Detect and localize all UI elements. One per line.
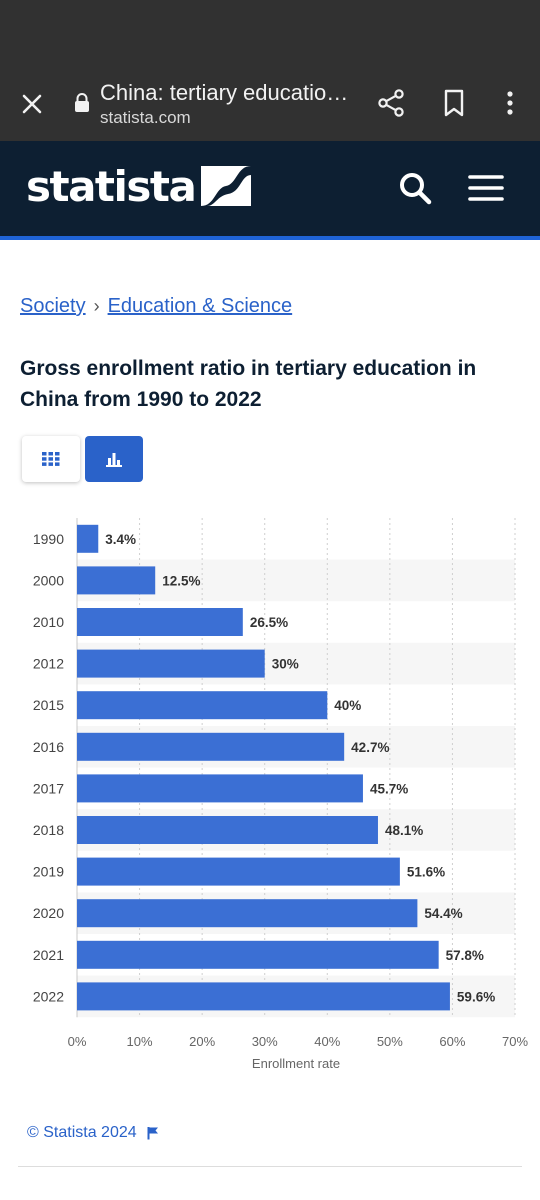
x-tick-label: 30% <box>252 1034 278 1049</box>
bar-2021 <box>77 940 439 969</box>
value-label-2022: 59.6% <box>457 989 495 1004</box>
category-label-2015: 2015 <box>33 697 64 713</box>
bar-chart-icon <box>106 452 122 467</box>
x-axis-label: Enrollment rate <box>252 1056 340 1070</box>
bar-2018 <box>77 816 378 844</box>
x-tick-label: 70% <box>502 1034 528 1049</box>
bar-2020 <box>77 899 418 928</box>
more-options-icon[interactable] <box>500 88 520 118</box>
status-bar <box>0 0 540 66</box>
category-label-2000: 2000 <box>33 572 64 588</box>
x-tick-label: 40% <box>314 1034 340 1049</box>
logo-text: statista <box>26 161 197 211</box>
x-tick-label: 10% <box>127 1034 153 1049</box>
footer: © Statista 2024 <box>27 1124 159 1142</box>
search-icon[interactable] <box>398 171 432 205</box>
x-tick-label: 50% <box>377 1034 403 1049</box>
value-label-1990: 3.4% <box>105 532 136 547</box>
category-label-2017: 2017 <box>33 780 64 796</box>
chart-title: Gross enrollment ratio in tertiary educa… <box>20 357 477 411</box>
share-icon[interactable] <box>376 88 406 118</box>
close-icon[interactable] <box>18 90 46 118</box>
value-label-2015: 40% <box>334 698 361 713</box>
tab-title[interactable]: China: tertiary educatio… <box>100 80 349 105</box>
breadcrumb-separator: › <box>93 296 100 316</box>
breadcrumb-education-science[interactable]: Education & Science <box>107 295 293 317</box>
value-label-2020: 54.4% <box>424 906 462 921</box>
bar-chart: 1990 3.4% 2000 12.5% 2010 26.5% 2012 30% 2015 40%… <box>33 518 528 1070</box>
category-label-2021: 2021 <box>33 947 64 963</box>
value-label-2000: 12.5% <box>162 573 200 588</box>
site-header: statista <box>0 141 540 240</box>
url-text[interactable]: statista.com <box>100 108 191 127</box>
category-label-2022: 2022 <box>33 988 64 1004</box>
bookmark-icon[interactable] <box>440 88 468 118</box>
bar-2022 <box>77 982 450 1011</box>
hamburger-menu-icon[interactable] <box>468 173 504 203</box>
value-label-2016: 42.7% <box>351 740 389 755</box>
x-tick-label: 60% <box>439 1034 465 1049</box>
bar-2012 <box>77 649 265 678</box>
header-accent-line <box>0 236 540 240</box>
footer-divider <box>18 1166 522 1167</box>
category-label-2016: 2016 <box>33 739 64 755</box>
value-label-2019: 51.6% <box>407 865 445 880</box>
value-label-2018: 48.1% <box>385 823 423 838</box>
category-label-1990: 1990 <box>33 531 64 547</box>
table-grid-icon <box>42 452 60 466</box>
category-label-2020: 2020 <box>33 905 64 921</box>
bar-2016 <box>77 732 345 761</box>
statista-logo[interactable]: statista <box>26 161 252 211</box>
bar-2015 <box>77 691 328 720</box>
value-label-2010: 26.5% <box>250 615 288 630</box>
value-label-2012: 30% <box>272 657 299 672</box>
breadcrumb-society[interactable]: Society <box>20 295 86 317</box>
value-label-2021: 57.8% <box>446 948 484 963</box>
category-label-2018: 2018 <box>33 822 64 838</box>
browser-toolbar: China: tertiary educatio… statista.com <box>0 66 540 141</box>
value-label-2017: 45.7% <box>370 781 408 796</box>
flag-icon[interactable] <box>147 1126 159 1140</box>
category-label-2019: 2019 <box>33 864 64 880</box>
logo-mark-icon <box>201 166 252 206</box>
bar-2010 <box>77 608 243 636</box>
category-label-2010: 2010 <box>33 614 64 630</box>
bar-2017 <box>77 774 363 803</box>
bar-2019 <box>77 857 400 886</box>
category-label-2012: 2012 <box>33 656 64 672</box>
x-tick-label: 0% <box>68 1034 87 1049</box>
bar-2000 <box>77 566 156 595</box>
lock-icon <box>75 93 89 112</box>
bar-1990 <box>77 524 99 553</box>
table-view-button[interactable] <box>22 436 80 482</box>
chart-view-button[interactable] <box>85 436 143 482</box>
copyright-link[interactable]: © Statista 2024 <box>27 1124 137 1141</box>
x-tick-label: 20% <box>189 1034 215 1049</box>
breadcrumb: Society › Education & Science <box>20 295 292 318</box>
